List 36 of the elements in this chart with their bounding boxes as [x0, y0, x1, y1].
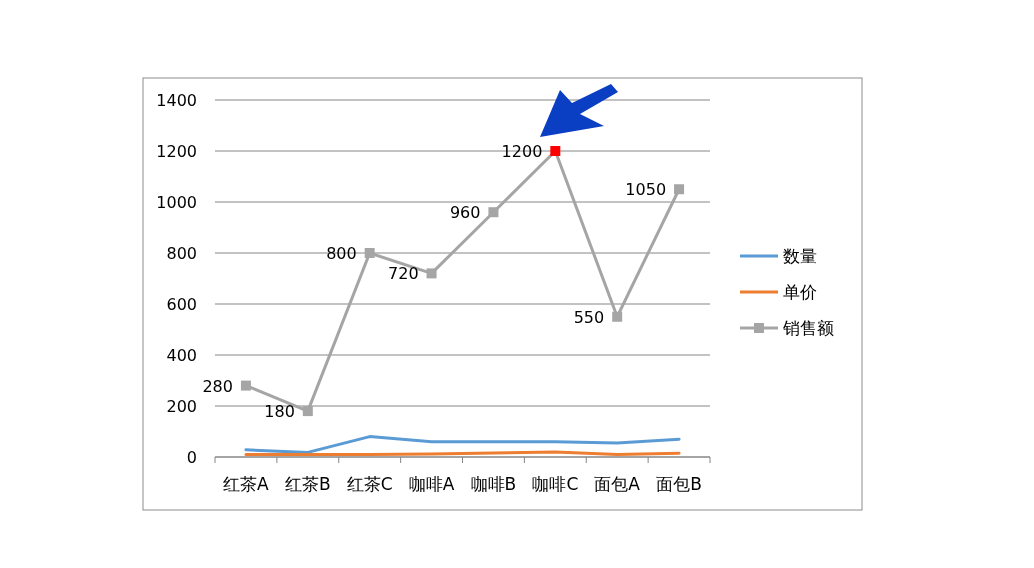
x-tick-label: 面包A: [594, 474, 641, 494]
y-tick-label: 0: [186, 448, 197, 467]
point: [364, 248, 375, 258]
data-label: 960: [449, 203, 481, 223]
line-series: [244, 435, 681, 454]
y-tick-label: 1200: [156, 142, 197, 161]
x-tick-label: 红茶A: [223, 474, 270, 494]
point: [674, 184, 685, 195]
data-label: 550: [573, 307, 605, 327]
point: [612, 311, 623, 322]
data-label: 280: [202, 376, 233, 396]
x-tick-label: 咖啡C: [532, 474, 579, 494]
data-label: 800: [326, 244, 357, 263]
y-tick-label: 600: [166, 295, 197, 314]
legend-label: 数量: [783, 246, 817, 266]
x-tick-label: 面包B: [656, 474, 702, 494]
data-label: 720: [388, 264, 419, 284]
point: [302, 406, 313, 417]
y-tick-label: 1000: [156, 193, 197, 212]
point: [240, 380, 251, 391]
point: [550, 146, 561, 156]
x-tick-label: 咖啡A: [408, 474, 455, 494]
y-tick-label: 1400: [156, 91, 197, 110]
data-label: 1200: [501, 142, 543, 161]
x-tick-label: 红茶C: [346, 474, 393, 494]
y-tick-label: 800: [166, 244, 197, 263]
point: [488, 207, 499, 218]
data-label: 180: [264, 402, 295, 422]
legend-label: 销售额: [782, 318, 834, 338]
data-label: 1050: [625, 180, 667, 200]
y-tick-label: 200: [166, 397, 197, 416]
y-tick-label: 400: [166, 346, 197, 365]
point: [426, 268, 437, 279]
legend-label: 单价: [783, 282, 817, 302]
x-tick-label: 咖啡B: [470, 474, 517, 494]
x-tick-label: 红茶B: [284, 474, 331, 494]
